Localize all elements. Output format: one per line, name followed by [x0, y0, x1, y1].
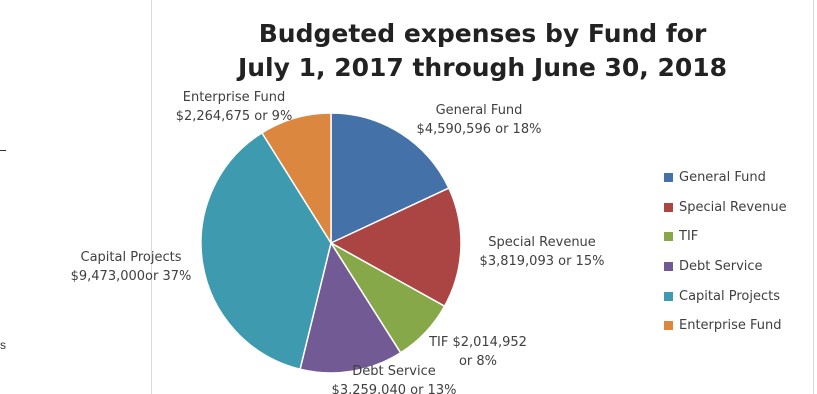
data-label-general-fund: General Fund	[436, 103, 523, 118]
chart-title: Budgeted expenses by Fund for	[258, 19, 707, 48]
pie-slice-enterprise-fund	[260, 112, 332, 246]
data-label-special-revenue: $3,819,093 or 15%	[480, 254, 605, 269]
data-label-enterprise-fund: Enterprise Fund	[183, 90, 286, 105]
legend-label: Capital Projects	[679, 288, 780, 304]
data-label-special-revenue: Special Revenue	[488, 235, 596, 250]
legend-item: General Fund	[664, 163, 787, 193]
legend-swatch	[664, 202, 673, 212]
data-label-debt-service: $3,259,040 or 13%	[332, 383, 457, 394]
legend-label: TIF	[679, 229, 699, 245]
legend-swatch	[664, 321, 673, 331]
pie-slice-general-fund	[330, 112, 450, 245]
legend-label: General Fund	[679, 170, 766, 186]
pie-slice-special-revenue	[329, 187, 462, 308]
legend-swatch	[664, 262, 673, 272]
data-label-capital-projects: $9,473,000or 37%	[71, 269, 192, 284]
data-label-tif: TIF $2,014,952	[428, 335, 527, 350]
legend-swatch	[664, 173, 673, 183]
legend: General Fund Special Revenue TIF Debt Se…	[664, 163, 787, 341]
legend-item: Capital Projects	[664, 281, 787, 311]
legend-swatch	[664, 232, 673, 242]
data-label-debt-service: Debt Service	[352, 364, 436, 379]
legend-swatch	[664, 291, 673, 301]
legend-item: Enterprise Fund	[664, 311, 787, 341]
data-label-tif: or 8%	[459, 354, 497, 369]
data-label-capital-projects: Capital Projects	[81, 250, 182, 265]
pie-slice-debt-service	[299, 241, 402, 374]
legend-label: Special Revenue	[679, 199, 787, 215]
edge-tick-mark	[0, 150, 6, 151]
data-label-enterprise-fund: $2,264,675 or 9%	[176, 109, 293, 124]
data-label-general-fund: $4,590,596 or 18%	[417, 122, 542, 137]
legend-item: TIF	[664, 222, 787, 252]
edge-glyph: s	[0, 338, 6, 352]
legend-label: Enterprise Fund	[679, 318, 782, 334]
legend-item: Special Revenue	[664, 193, 787, 223]
legend-item: Debt Service	[664, 252, 787, 282]
chart-title-line2: July 1, 2017 through June 30, 2018	[237, 53, 728, 82]
legend-label: Debt Service	[679, 259, 763, 275]
